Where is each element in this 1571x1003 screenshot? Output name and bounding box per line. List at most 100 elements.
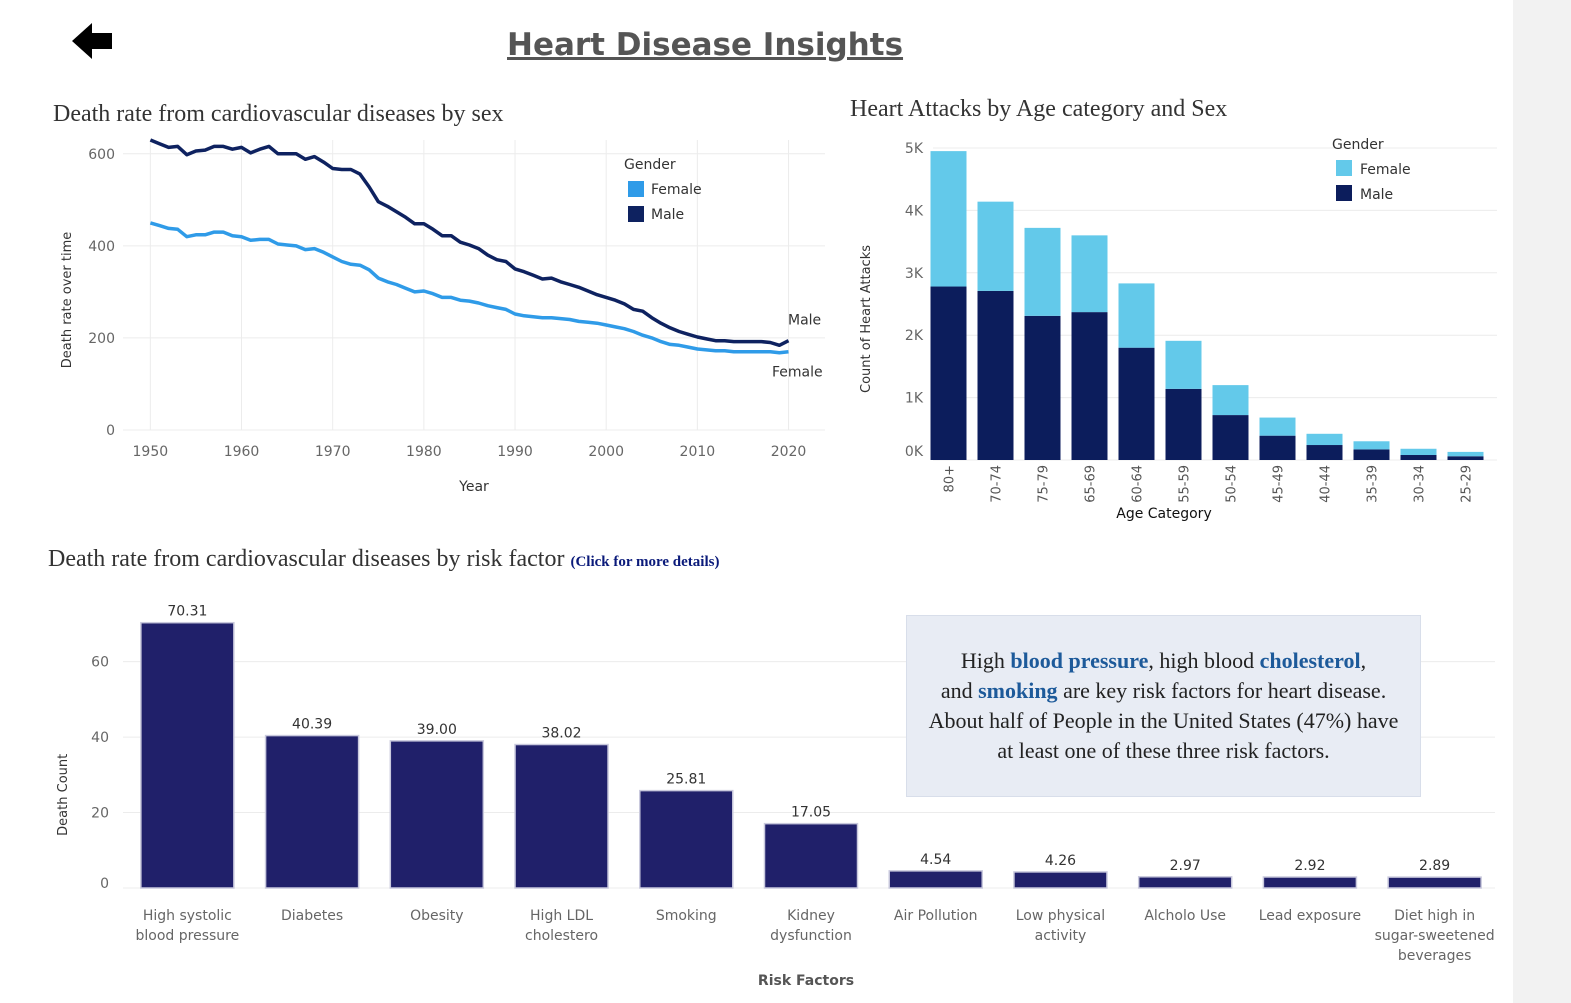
x-tick-label: sugar-sweetened (1375, 928, 1495, 944)
bar-female (977, 201, 1014, 291)
x-tick-label: 1990 (497, 444, 533, 460)
line-chart[interactable]: 1950 1960 1970 1980 1990 2000 2010 2020 0 200 400 6… (40, 130, 840, 510)
y-axis-label: Death rate over time (60, 232, 75, 368)
legend-swatch-male (1336, 185, 1352, 201)
bar-female (930, 151, 967, 287)
x-tick-label: Diet high in (1394, 908, 1475, 924)
y-tick-label: 20 (91, 806, 109, 822)
y-tick-label: 0 (100, 876, 109, 892)
bar-female (1353, 441, 1390, 450)
data-label: 2.92 (1294, 858, 1325, 874)
x-tick-label: 1980 (406, 444, 442, 460)
x-tick-label: Diabetes (281, 908, 343, 924)
y-axis-label: Death Count (56, 754, 71, 836)
dashboard-page: Heart Disease Insights Death rate from c… (0, 0, 1513, 1003)
x-tick-label: 55-59 (1178, 465, 1193, 503)
x-tick-label: 1960 (224, 444, 260, 460)
x-tick-label: Smoking (656, 908, 717, 924)
x-axis-label: Age Category (1116, 506, 1211, 522)
x-tick-label: 65-69 (1084, 465, 1099, 503)
x-tick-label: 1950 (133, 444, 169, 460)
bar-male (1447, 456, 1484, 460)
legend-swatch-female (1336, 160, 1352, 176)
bar-female (1259, 417, 1296, 436)
data-label: 25.81 (666, 772, 706, 788)
info-line-4: at least one of these three risk factors… (997, 738, 1330, 763)
bar-female (1212, 385, 1249, 416)
x-tick-label: 80+ (943, 465, 958, 492)
risk-chart-title-text: Death rate from cardiovascular diseases … (48, 546, 565, 572)
y-tick-label: 400 (88, 239, 115, 255)
x-tick-label: 2000 (588, 444, 624, 460)
age-chart-title: Heart Attacks by Age category and Sex (850, 96, 1228, 122)
x-tick-label: Alcholo Use (1144, 908, 1226, 924)
bar-female (1024, 227, 1061, 316)
age-bar-chart[interactable]: 0K 1K 2K 3K 4K 5K 80+ 70-74 75-79 65-69 60-64 55-59… (845, 130, 1505, 525)
x-tick-label: High LDL (530, 908, 593, 924)
legend-label-female: Female (1360, 162, 1411, 178)
x-tick-label: 50-54 (1225, 465, 1240, 503)
bar-male (1353, 449, 1390, 460)
bar-female (1400, 448, 1437, 456)
data-label: 4.26 (1045, 853, 1076, 869)
x-tick-label: Low physical (1016, 908, 1105, 924)
x-tick-label: cholestero (525, 928, 598, 944)
bar-male (977, 290, 1014, 460)
x-tick-label: 45-49 (1272, 465, 1287, 503)
risk-chart-title: Death rate from cardiovascular diseases … (48, 546, 719, 573)
info-keyword-blood-pressure: blood pressure (1010, 648, 1149, 673)
y-tick-label: 200 (88, 331, 115, 347)
data-label: 2.97 (1170, 858, 1201, 874)
risk-bar (763, 822, 859, 889)
x-tick-label: 30-34 (1413, 465, 1428, 503)
bar-female (1306, 433, 1343, 446)
bar-male (1165, 388, 1202, 460)
legend-title: Gender (624, 157, 676, 173)
end-label-female: Female (772, 365, 823, 381)
x-tick-label: 75-79 (1037, 465, 1052, 503)
y-tick-label: 0 (106, 423, 115, 439)
page-title[interactable]: Heart Disease Insights (507, 27, 904, 63)
data-label: 40.39 (292, 717, 332, 733)
data-label: 70.31 (167, 604, 207, 620)
risk-bar (1013, 871, 1108, 889)
x-tick-label: 1970 (315, 444, 351, 460)
bar-male (1400, 455, 1437, 460)
x-tick-label: 70-74 (990, 465, 1005, 503)
info-line-3: About half of People in the United State… (928, 708, 1399, 733)
y-tick-label: 1K (905, 391, 924, 407)
x-tick-label: 35-39 (1366, 465, 1381, 503)
info-keyword-cholesterol: cholesterol (1259, 648, 1361, 673)
more-details-link[interactable]: (Click for more details) (570, 554, 720, 570)
x-tick-label: 25-29 (1460, 465, 1475, 503)
legend-label-female: Female (651, 182, 702, 198)
risk-bar (888, 870, 983, 889)
x-tick-label: Lead exposure (1259, 908, 1361, 924)
risk-bar (264, 734, 360, 889)
risk-bar (1137, 876, 1233, 889)
x-tick-label: dysfunction (770, 928, 852, 944)
x-tick-label: Air Pollution (894, 908, 978, 924)
legend-label-male: Male (651, 207, 684, 223)
x-tick-label: blood pressure (136, 928, 240, 944)
x-tick-label: 2020 (771, 444, 807, 460)
legend-label-male: Male (1360, 187, 1393, 203)
bar-male (1259, 435, 1296, 460)
y-tick-label: 4K (905, 203, 924, 219)
bar-female (1447, 451, 1484, 457)
x-tick-label: Obesity (410, 908, 463, 924)
risk-bar (1387, 876, 1482, 889)
bar-male (1212, 415, 1249, 460)
info-line-1: High blood pressure, high blood choleste… (960, 648, 1367, 673)
y-tick-label: 600 (88, 147, 115, 163)
y-tick-label: 3K (905, 266, 924, 282)
bar-male (1071, 312, 1108, 460)
x-axis-label: Risk Factors (758, 973, 854, 989)
line-chart-title: Death rate from cardiovascular diseases … (53, 101, 504, 127)
y-tick-label: 0K (905, 444, 924, 460)
back-arrow-icon[interactable] (70, 20, 114, 62)
x-axis-label: Year (458, 479, 489, 495)
data-label: 38.02 (541, 726, 581, 742)
x-tick-label: Kidney (787, 908, 835, 924)
y-tick-label: 40 (91, 730, 109, 746)
